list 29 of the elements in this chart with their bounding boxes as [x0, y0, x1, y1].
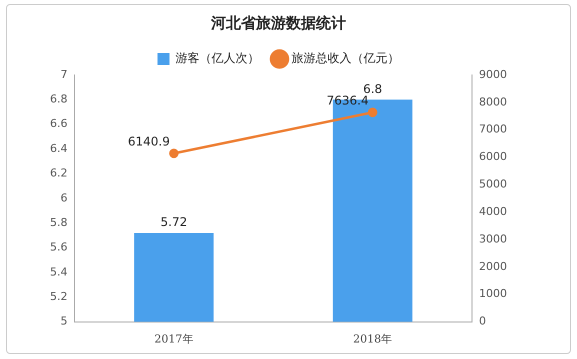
y-tick-label: 5.2 — [50, 290, 68, 303]
legend-label: 旅游总收入（亿元） — [292, 51, 400, 66]
data-label: 6140.9 — [128, 134, 170, 149]
y-tick-label: 6.4 — [50, 142, 68, 155]
x-tick-label: 2017年 — [154, 332, 194, 346]
y-tick-label: 6 — [60, 191, 68, 204]
y-tick-label: 5.4 — [50, 265, 68, 278]
y2-tick-label: 9000 — [479, 68, 508, 81]
data-label: 5.72 — [160, 215, 188, 230]
y2-tick-label: 6000 — [479, 150, 508, 164]
y2-tick-label: 3000 — [479, 232, 508, 246]
chart-title: 河北省旅游数据统计 — [210, 14, 346, 32]
data-label: 6.8 — [363, 82, 382, 96]
y2-tick-label: 1000 — [479, 287, 508, 300]
y2-tick-label: 7000 — [479, 122, 508, 136]
y-tick-label: 6.8 — [50, 92, 68, 106]
y2-tick-label: 2000 — [479, 260, 508, 273]
y2-tick-label: 0 — [479, 314, 486, 328]
y-tick-label: 6.6 — [50, 117, 68, 130]
y2-tick-label: 8000 — [479, 95, 508, 108]
y-tick-label: 6.2 — [50, 166, 68, 180]
y-tick-label: 5 — [60, 314, 68, 328]
y-tick-label: 5.8 — [50, 216, 68, 229]
x-tick-label: 2018年 — [353, 332, 392, 346]
y-tick-label: 7 — [60, 68, 68, 81]
y-tick-label: 5.6 — [50, 240, 68, 254]
legend-label: 游客（亿人次） — [176, 51, 260, 66]
y2-tick-label: 5000 — [479, 178, 508, 191]
y2-tick-label: 4000 — [479, 204, 508, 218]
